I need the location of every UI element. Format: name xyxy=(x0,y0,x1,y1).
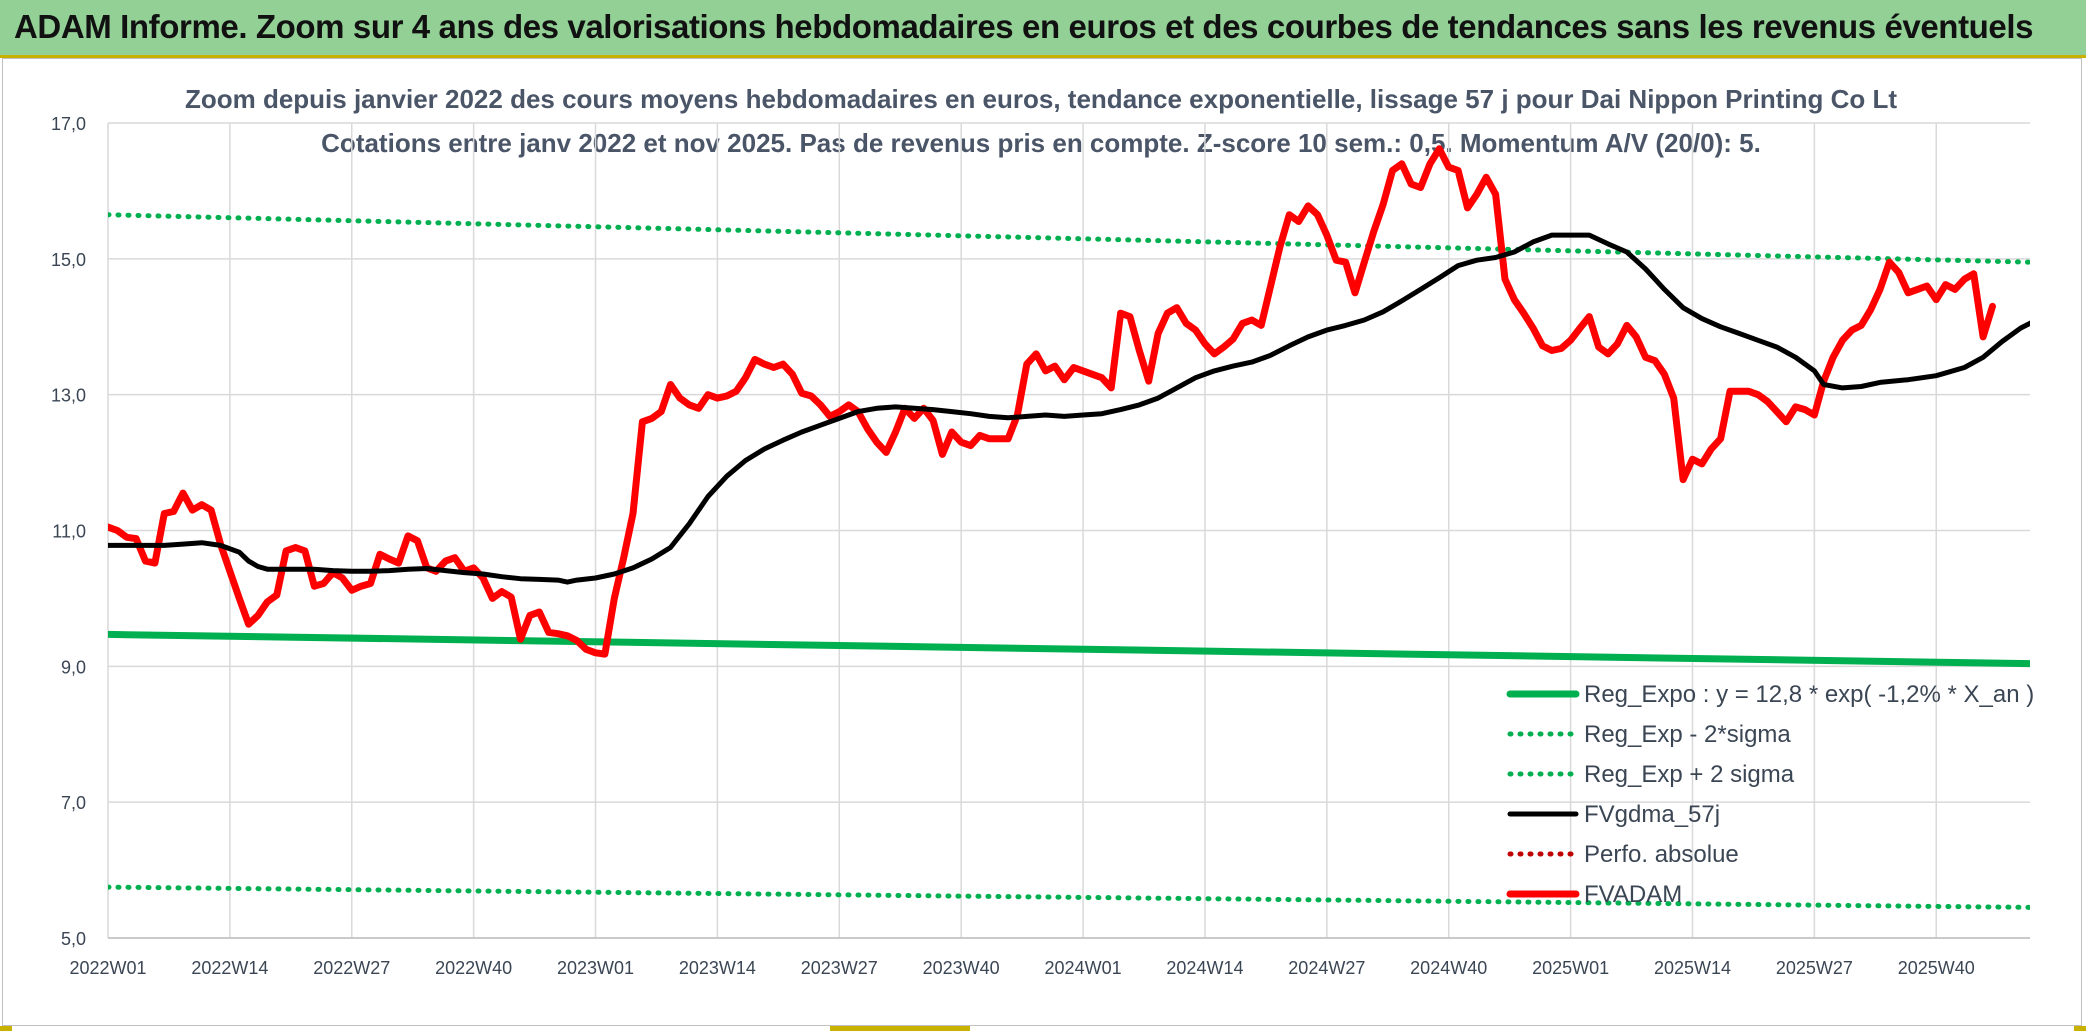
header-banner: ADAM Informe. Zoom sur 4 ans des valoris… xyxy=(0,0,2086,58)
series-line-reg-expo-y-12-8-exp-1-2-x-an xyxy=(108,630,2030,668)
y-tick-label: 15,0 xyxy=(51,250,86,270)
legend-label-reg-exp-2-sigma: Reg_Exp + 2 sigma xyxy=(1584,761,1795,788)
legend-label-fvadam: FVADAM xyxy=(1584,881,1682,908)
bottom-accent-right xyxy=(2074,1026,2086,1031)
y-tick-label: 11,0 xyxy=(52,522,86,542)
series-line-fvgdma-57j xyxy=(108,232,2030,585)
x-tick-label: 2024W14 xyxy=(1166,958,1243,978)
x-tick-label: 2023W27 xyxy=(801,958,878,978)
series-line-reg-exp-2-sigma xyxy=(108,884,2030,910)
x-tick-label: 2025W40 xyxy=(1898,958,1975,978)
x-tick-label: 2022W27 xyxy=(313,958,390,978)
bottom-accent-middle xyxy=(830,1026,970,1031)
y-tick-label: 9,0 xyxy=(61,657,86,677)
x-tick-label: 2023W40 xyxy=(923,958,1000,978)
x-tick-label: 2024W01 xyxy=(1045,958,1122,978)
legend-label-perfo-absolue: Perfo. absolue xyxy=(1584,841,1739,868)
page-title: ADAM Informe. Zoom sur 4 ans des valoris… xyxy=(14,8,2034,45)
x-tick-label: 2022W40 xyxy=(435,958,512,978)
x-tick-label: 2022W01 xyxy=(69,958,146,978)
series-line-reg-exp-2-sigma xyxy=(108,212,2030,265)
chart-subtitle: Cotations entre janv 2022 et nov 2025. P… xyxy=(321,128,1761,158)
grid xyxy=(107,122,2030,939)
chart-frame xyxy=(2,58,2082,1026)
y-tick-label: 7,0 xyxy=(61,793,86,813)
x-tick-label: 2022W14 xyxy=(191,958,268,978)
x-tick-label: 2025W14 xyxy=(1654,958,1731,978)
legend-label-reg-expo-y-12-8-exp-1-2-x-an: Reg_Expo : y = 12,8 * exp( -1,2% * X_an … xyxy=(1584,681,2034,708)
axis-ticks: 5,0 7,0 9,0 11,0 13,0 15,0 17,0 2022W01 2022W14 2… xyxy=(51,114,1975,978)
x-tick-label: 2024W40 xyxy=(1410,958,1487,978)
y-tick-label: 5,0 xyxy=(61,929,86,949)
y-tick-label: 13,0 xyxy=(51,386,86,406)
series-line-fvadam xyxy=(108,145,1996,658)
legend-label-reg-exp-2-sigma: Reg_Exp - 2*sigma xyxy=(1584,721,1791,748)
legend: Reg_Expo : y = 12,8 * exp( -1,2% * X_an … xyxy=(1506,681,2034,908)
y-tick-label: 17,0 xyxy=(51,114,86,134)
x-tick-label: 2023W14 xyxy=(679,958,756,978)
x-tick-label: 2025W27 xyxy=(1776,958,1853,978)
bottom-accent-left xyxy=(0,1026,12,1031)
chart-title: Zoom depuis janvier 2022 des cours moyen… xyxy=(185,84,1897,114)
x-tick-label: 2024W27 xyxy=(1288,958,1365,978)
x-tick-label: 2025W01 xyxy=(1532,958,1609,978)
series-layer xyxy=(108,145,2030,910)
legend-label-fvgdma-57j: FVgdma_57j xyxy=(1584,801,1720,828)
x-tick-label: 2023W01 xyxy=(557,958,634,978)
